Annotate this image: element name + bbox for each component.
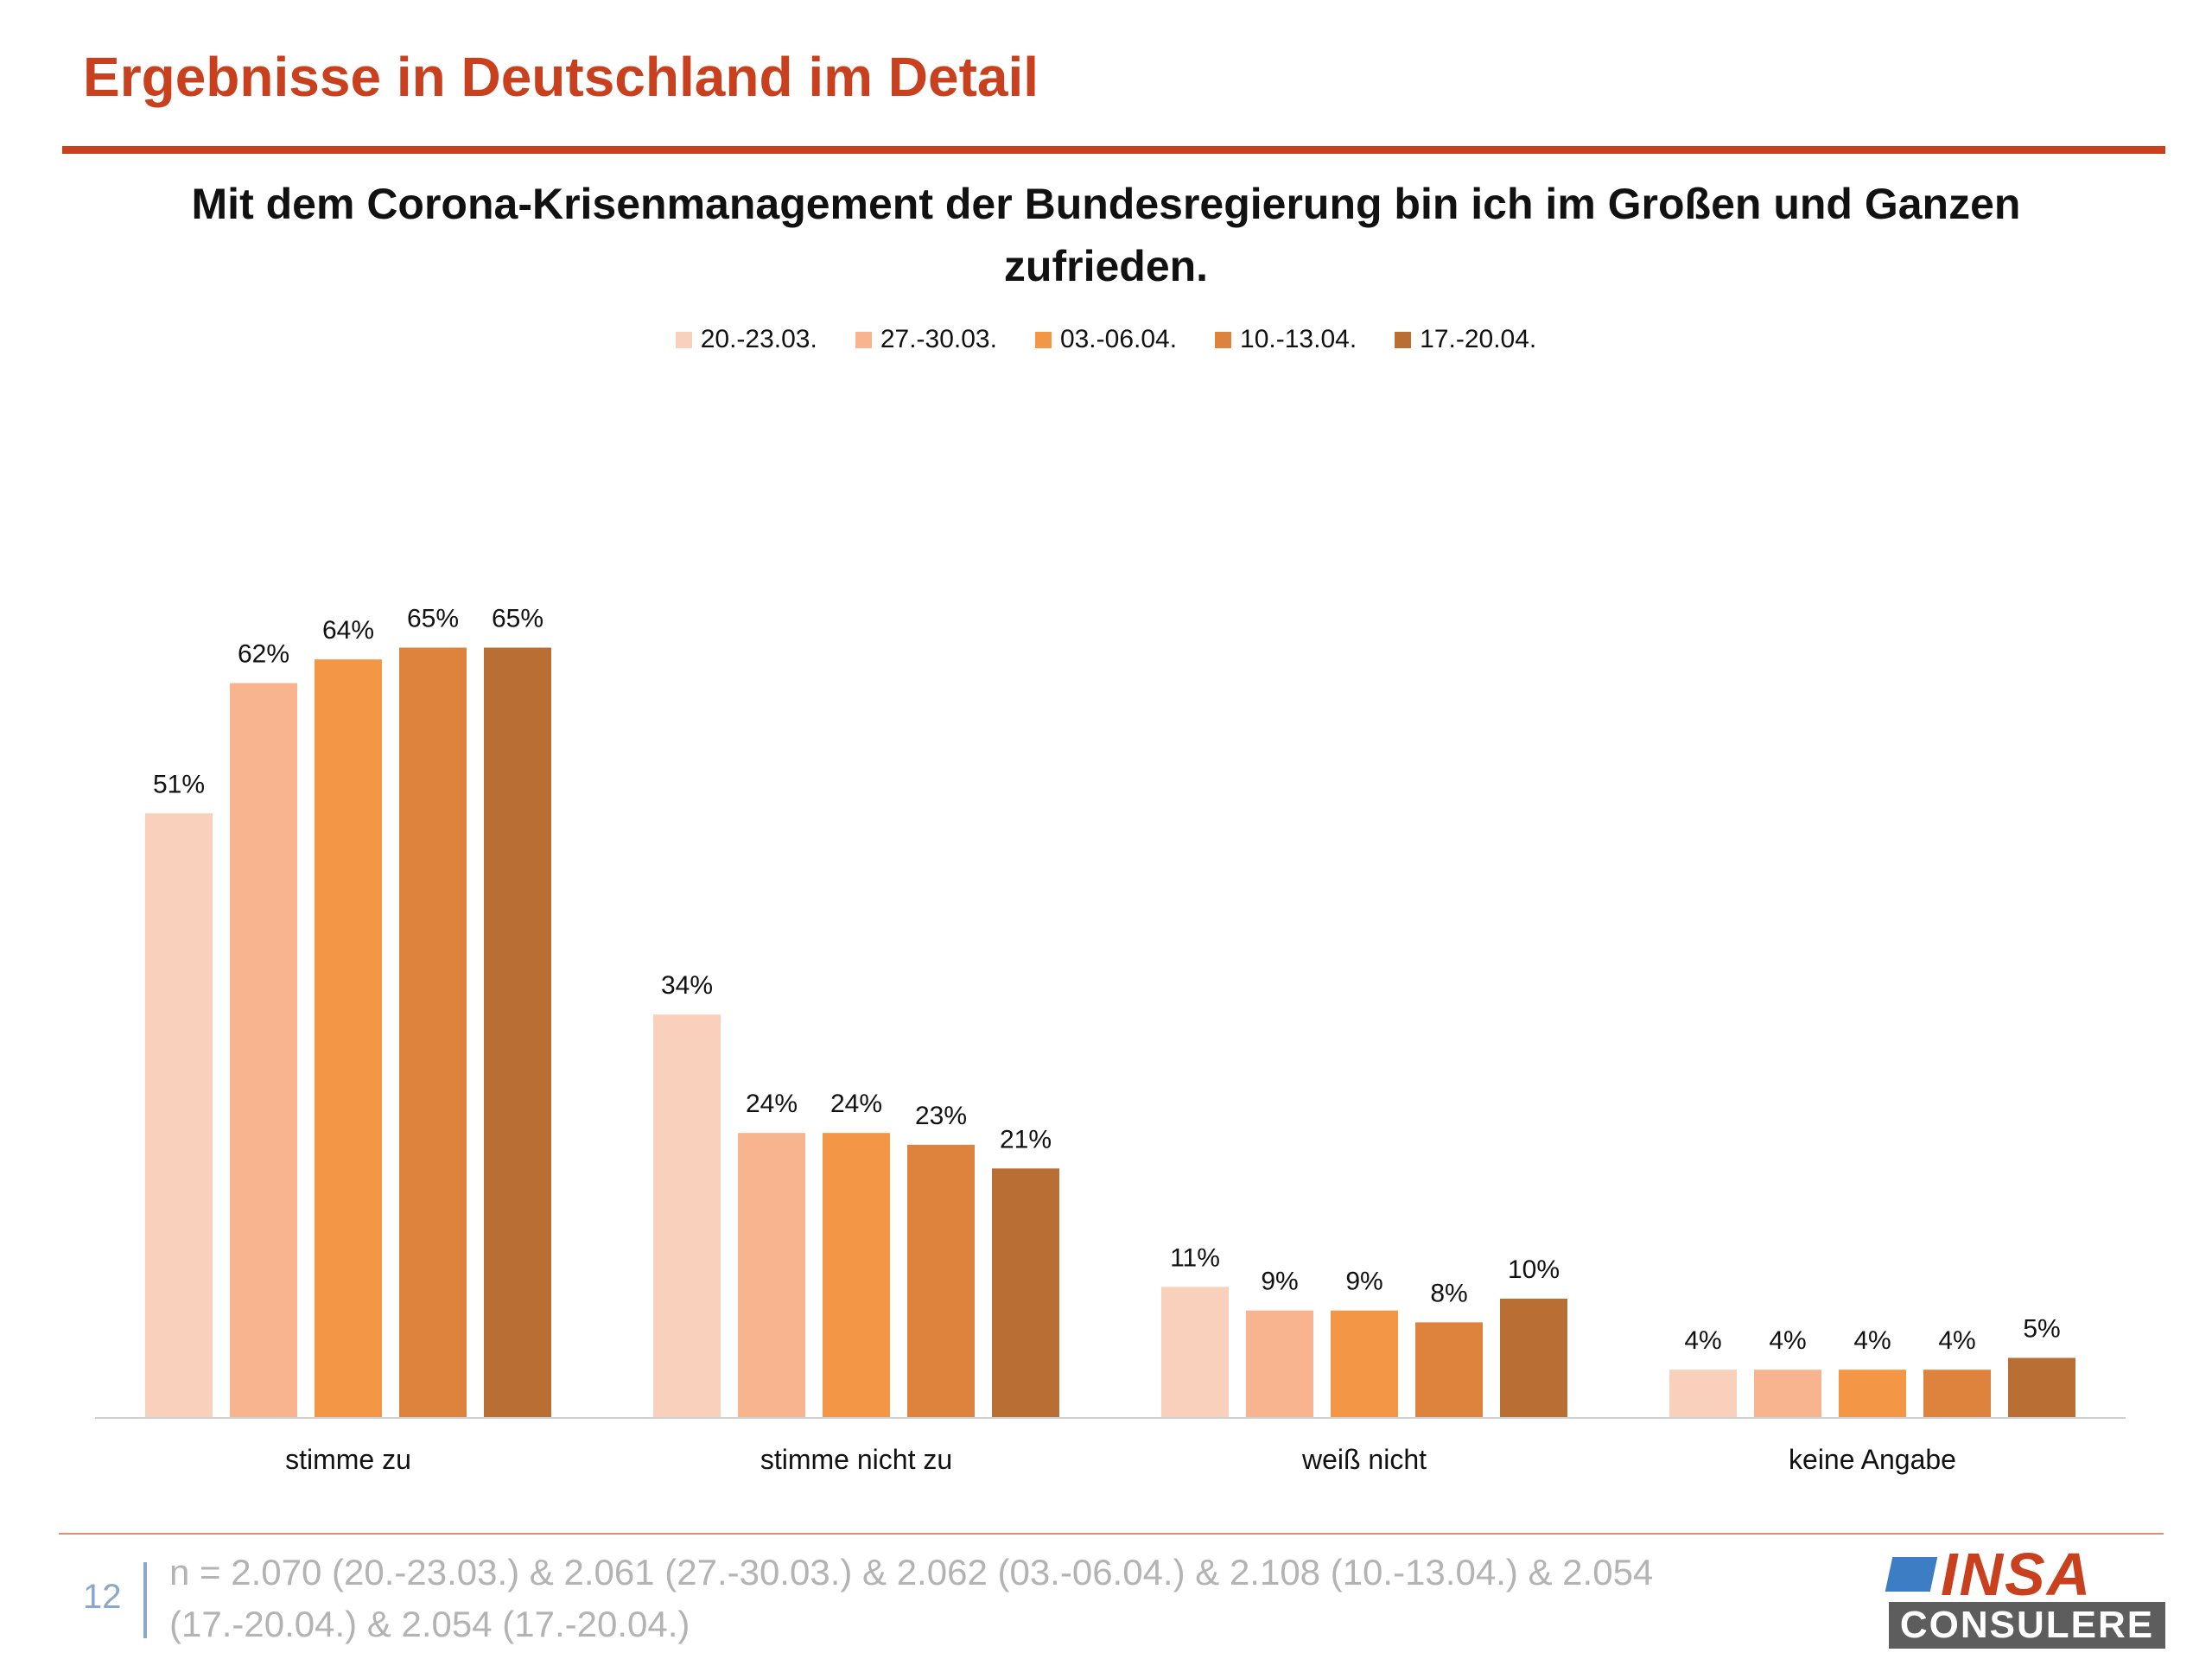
legend-swatch bbox=[855, 331, 872, 348]
bar bbox=[1923, 1370, 1991, 1417]
data-label: 24% bbox=[830, 1090, 882, 1118]
bar bbox=[145, 813, 213, 1417]
data-label: 51% bbox=[153, 770, 205, 798]
data-label: 21% bbox=[1000, 1125, 1052, 1154]
data-label: 4% bbox=[1938, 1326, 1975, 1355]
logo-consulere-text: CONSULERE bbox=[1889, 1602, 2165, 1649]
data-label: 4% bbox=[1769, 1326, 1806, 1355]
data-label: 65% bbox=[407, 605, 459, 633]
bar bbox=[315, 659, 382, 1417]
bar bbox=[738, 1133, 805, 1417]
bar bbox=[484, 647, 551, 1417]
bar bbox=[230, 683, 297, 1417]
legend-label: 03.-06.04. bbox=[1059, 325, 1178, 353]
data-label: 62% bbox=[238, 640, 289, 669]
bar-chart: 51% 62% 64% 65% 65% stimme zu 34% 24% 24% 23% 21% s… bbox=[95, 605, 2126, 1475]
legend-item: 20.-23.03. bbox=[675, 325, 817, 354]
data-label: 9% bbox=[1345, 1268, 1382, 1296]
bar bbox=[1161, 1287, 1229, 1417]
category-label: weiß nicht bbox=[1301, 1444, 1427, 1475]
data-label: 23% bbox=[915, 1102, 967, 1130]
footer-divider bbox=[59, 1533, 2164, 1535]
data-label: 11% bbox=[1170, 1243, 1220, 1272]
data-label: 8% bbox=[1430, 1279, 1467, 1307]
bar bbox=[992, 1168, 1059, 1417]
page-number-divider bbox=[143, 1562, 147, 1638]
legend-label: 17.-20.04. bbox=[1420, 325, 1537, 353]
data-label: 4% bbox=[1684, 1326, 1721, 1355]
category-label: stimme nicht zu bbox=[760, 1444, 952, 1475]
bar bbox=[1415, 1322, 1483, 1417]
bar bbox=[1839, 1370, 1906, 1417]
legend-swatch bbox=[1034, 331, 1052, 348]
sample-size-footnote: n = 2.070 (20.-23.03.) & 2.061 (27.-30.0… bbox=[169, 1552, 1654, 1644]
legend-item: 10.-13.04. bbox=[1215, 325, 1357, 354]
title-divider bbox=[62, 146, 2165, 154]
legend-item: 03.-06.04. bbox=[1034, 325, 1178, 354]
data-label: 64% bbox=[322, 616, 374, 645]
chart-title: Mit dem Corona-Krisenmanagement der Bund… bbox=[191, 180, 2021, 290]
category-label: keine Angabe bbox=[1789, 1444, 1956, 1475]
logo-cube-icon bbox=[1885, 1557, 1938, 1592]
bar bbox=[1669, 1370, 1737, 1417]
bar bbox=[823, 1133, 890, 1417]
legend-label: 20.-23.03. bbox=[700, 325, 817, 353]
data-label: 24% bbox=[746, 1090, 798, 1118]
legend-swatch bbox=[675, 331, 692, 348]
data-label: 9% bbox=[1261, 1268, 1298, 1296]
bar bbox=[399, 647, 467, 1417]
legend-label: 27.-30.03. bbox=[880, 325, 997, 353]
legend-swatch bbox=[1215, 331, 1232, 348]
category-label: stimme zu bbox=[285, 1444, 411, 1475]
legend-item: 27.-30.03. bbox=[855, 325, 997, 354]
bar bbox=[1754, 1370, 1821, 1417]
bar bbox=[2008, 1357, 2075, 1417]
page-number: 12 bbox=[83, 1578, 122, 1616]
logo-insa-text: INSA bbox=[1941, 1541, 2093, 1608]
data-label: 4% bbox=[1853, 1326, 1891, 1355]
page-title: Ergebnisse in Deutschland im Detail bbox=[83, 46, 1039, 108]
legend-item: 17.-20.04. bbox=[1395, 325, 1536, 354]
legend-label: 10.-13.04. bbox=[1240, 325, 1357, 353]
legend-swatch bbox=[1395, 331, 1412, 348]
chart-legend: 20.-23.03. 27.-30.03. 03.-06.04. 10.-13.04.… bbox=[0, 325, 2212, 354]
bar bbox=[1500, 1299, 1567, 1417]
bar bbox=[1331, 1310, 1398, 1417]
data-label: 65% bbox=[492, 605, 543, 633]
bar bbox=[907, 1144, 975, 1417]
data-label: 5% bbox=[2023, 1315, 2060, 1344]
bar bbox=[1246, 1310, 1313, 1417]
data-label: 34% bbox=[661, 971, 713, 1000]
insa-consulere-logo: INSA CONSULERE bbox=[1885, 1541, 2165, 1649]
data-label: 10% bbox=[1508, 1255, 1560, 1284]
bar bbox=[653, 1014, 721, 1417]
